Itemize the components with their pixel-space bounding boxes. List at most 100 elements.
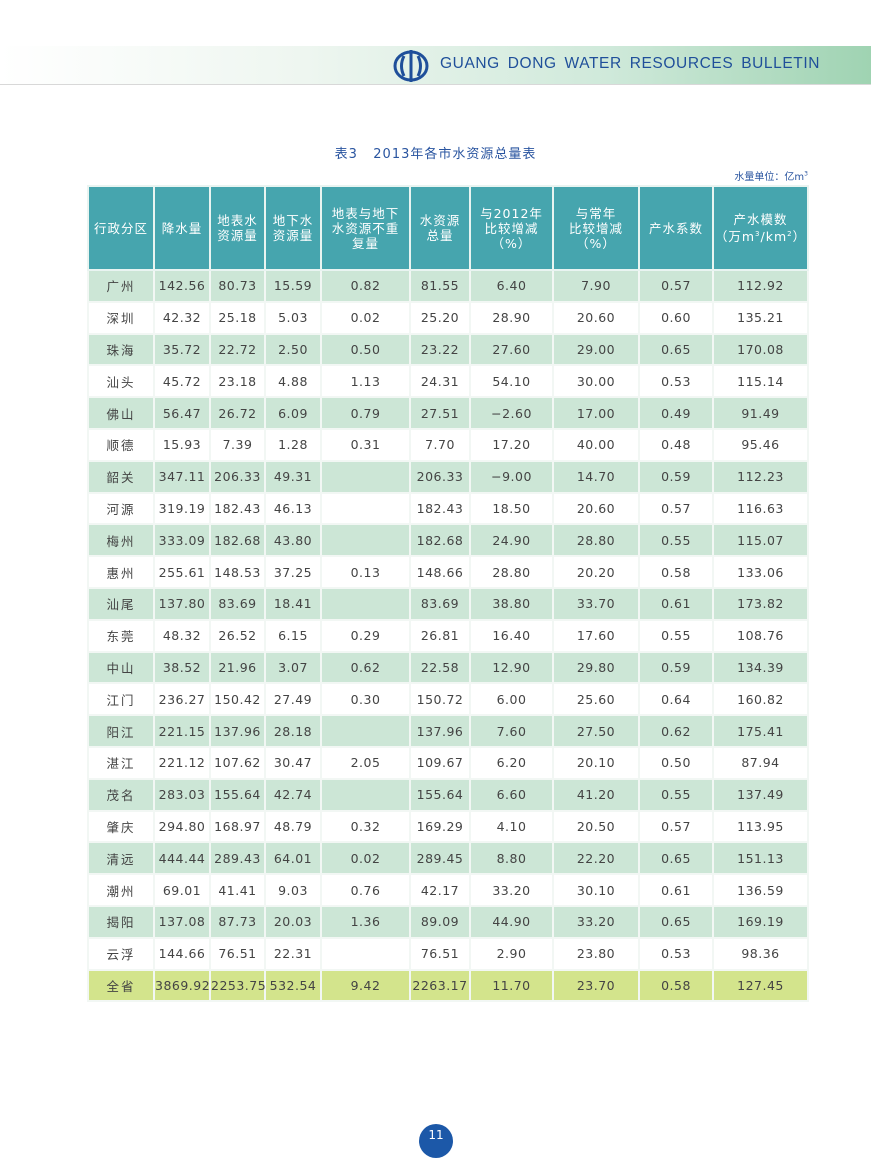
value-cell: 6.09	[264, 396, 322, 430]
value-cell: 23.80	[552, 936, 640, 971]
value-cell: 0.48	[638, 427, 714, 462]
value-cell: 115.07	[712, 523, 809, 558]
value-cell: 33.70	[552, 586, 640, 621]
value-cell: 25.20	[409, 300, 471, 335]
region-cell: 全省	[87, 968, 155, 1003]
value-cell: 319.19	[153, 491, 211, 526]
value-cell: 7.70	[409, 427, 471, 462]
value-cell: 255.61	[153, 555, 211, 589]
region-cell: 东莞	[87, 618, 155, 653]
region-cell: 梅州	[87, 523, 155, 558]
value-cell: 0.76	[320, 873, 411, 907]
value-cell: 41.41	[209, 873, 266, 907]
value-cell: 40.00	[552, 427, 640, 462]
value-cell: 37.25	[264, 555, 322, 589]
table-row: 河源 319.19 182.43 46.13 182.43 18.50 20.60 0.57 1…	[87, 491, 809, 526]
value-cell: 108.76	[712, 618, 809, 653]
value-cell: 80.73	[209, 269, 266, 303]
value-cell: 3869.92	[153, 968, 211, 1003]
value-cell: 0.02	[320, 841, 411, 876]
value-cell: 6.40	[469, 269, 554, 303]
value-cell: 289.43	[209, 841, 266, 876]
value-cell: 0.79	[320, 396, 411, 430]
table-row: 云浮 144.66 76.51 22.31 76.51 2.90 23.80 0.53 98.3…	[87, 936, 809, 971]
column-header: 地下水 资源量	[264, 185, 322, 271]
value-cell: 0.61	[638, 586, 714, 621]
value-cell: 1.28	[264, 427, 322, 462]
value-cell: 0.53	[638, 936, 714, 971]
column-header: 地表水 资源量	[209, 185, 266, 271]
table-row: 韶关 347.11 206.33 49.31 206.33 −9.00 14.70 0.59 1…	[87, 459, 809, 494]
table-row: 清远 444.44 289.43 64.01 0.02 289.45 8.80 22.20 0.…	[87, 841, 809, 876]
value-cell: 56.47	[153, 396, 211, 430]
value-cell	[320, 491, 411, 526]
region-cell: 汕头	[87, 364, 155, 399]
value-cell: 142.56	[153, 269, 211, 303]
value-cell: 41.20	[552, 777, 640, 812]
value-cell: 221.15	[153, 714, 211, 748]
value-cell: 3.07	[264, 650, 322, 685]
value-cell: 22.58	[409, 650, 471, 685]
table-row: 东莞 48.32 26.52 6.15 0.29 26.81 16.40 17.60 0.55 1…	[87, 618, 809, 653]
value-cell: 23.18	[209, 364, 266, 399]
region-cell: 江门	[87, 682, 155, 717]
value-cell: 95.46	[712, 427, 809, 462]
value-cell: 150.42	[209, 682, 266, 717]
value-cell: 289.45	[409, 841, 471, 876]
value-cell: 221.12	[153, 745, 211, 780]
value-cell: 48.32	[153, 618, 211, 653]
value-cell: 182.68	[409, 523, 471, 558]
value-cell: 33.20	[552, 904, 640, 939]
value-cell: −2.60	[469, 396, 554, 430]
value-cell: 134.39	[712, 650, 809, 685]
value-cell: 148.66	[409, 555, 471, 589]
value-cell: 137.80	[153, 586, 211, 621]
value-cell: 26.81	[409, 618, 471, 653]
value-cell: 444.44	[153, 841, 211, 876]
value-cell: 347.11	[153, 459, 211, 494]
value-cell: 169.19	[712, 904, 809, 939]
value-cell: 1.36	[320, 904, 411, 939]
value-cell: 151.13	[712, 841, 809, 876]
value-cell: 0.65	[638, 904, 714, 939]
value-cell: 24.90	[469, 523, 554, 558]
bulletin-title: GUANG DONG WATER RESOURCES BULLETIN	[440, 55, 821, 72]
value-cell: 30.47	[264, 745, 322, 780]
value-cell: 27.60	[469, 332, 554, 367]
value-cell: 294.80	[153, 809, 211, 844]
value-cell: 20.03	[264, 904, 322, 939]
value-cell: 0.62	[320, 650, 411, 685]
value-cell: 20.10	[552, 745, 640, 780]
value-cell: 144.66	[153, 936, 211, 971]
value-cell: 8.80	[469, 841, 554, 876]
unit-label: 水量单位：亿m3	[734, 170, 808, 183]
value-cell: 2.90	[469, 936, 554, 971]
value-cell: 133.06	[712, 555, 809, 589]
value-cell: 22.72	[209, 332, 266, 367]
region-cell: 中山	[87, 650, 155, 685]
value-cell: 91.49	[712, 396, 809, 430]
value-cell: 69.01	[153, 873, 211, 907]
value-cell: 17.60	[552, 618, 640, 653]
value-cell: 17.00	[552, 396, 640, 430]
value-cell: 0.57	[638, 269, 714, 303]
value-cell: 283.03	[153, 777, 211, 812]
value-cell: 116.63	[712, 491, 809, 526]
value-cell: 0.02	[320, 300, 411, 335]
value-cell: 0.55	[638, 777, 714, 812]
value-cell: 27.50	[552, 714, 640, 748]
value-cell: 29.00	[552, 332, 640, 367]
value-cell: 87.94	[712, 745, 809, 780]
value-cell: 0.59	[638, 650, 714, 685]
value-cell: 0.57	[638, 809, 714, 844]
value-cell: 0.55	[638, 523, 714, 558]
value-cell: 182.43	[209, 491, 266, 526]
value-cell: 30.10	[552, 873, 640, 907]
value-cell: 137.08	[153, 904, 211, 939]
value-cell: 29.80	[552, 650, 640, 685]
value-cell: 113.95	[712, 809, 809, 844]
region-cell: 珠海	[87, 332, 155, 367]
region-cell: 韶关	[87, 459, 155, 494]
value-cell: 137.49	[712, 777, 809, 812]
value-cell: 7.90	[552, 269, 640, 303]
